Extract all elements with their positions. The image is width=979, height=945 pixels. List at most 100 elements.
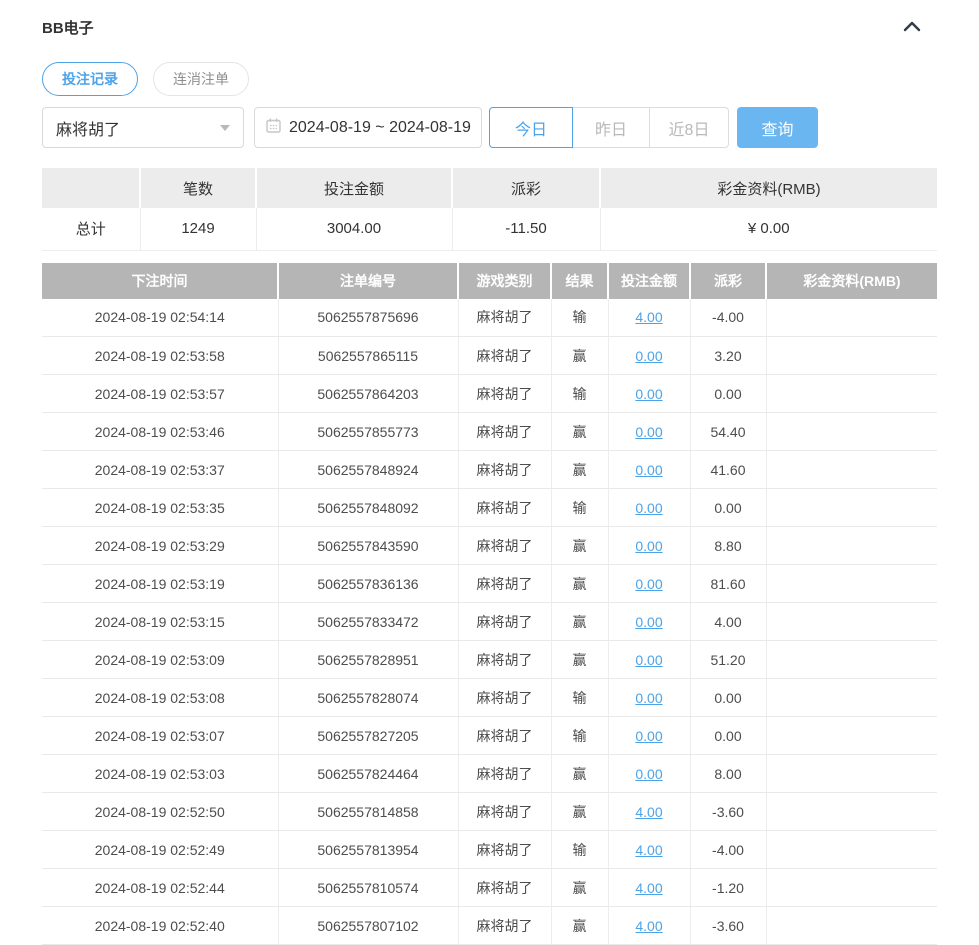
filter-bar: 麻将胡了 2024-08-19 ~ 2024-08-19 今日 昨日 近8日 查… [42,107,937,148]
cell-game-type: 麻将胡了 [458,831,551,869]
cell-game-type: 麻将胡了 [458,717,551,755]
cell-bet-time: 2024-08-19 02:53:08 [42,679,278,717]
cell-bet-time: 2024-08-19 02:53:03 [42,755,278,793]
cell-payout: 8.80 [690,527,766,565]
cell-bet-amount: 0.00 [608,565,690,603]
record-type-tabs: 投注记录 连消注单 [42,62,937,96]
cell-order-id: 5062557807102 [278,907,458,945]
cell-bonus [766,641,937,679]
table-row: 2024-08-19 02:53:15 5062557833472 麻将胡了 赢… [42,603,937,641]
summary-bet-amount-value: 3004.00 [256,208,452,250]
date-range-input[interactable]: 2024-08-19 ~ 2024-08-19 [254,107,482,148]
cell-payout: 8.00 [690,755,766,793]
cell-order-id: 5062557848092 [278,489,458,527]
cell-result: 赢 [551,451,608,489]
bet-table-header-row: 下注时间 注单编号 游戏类别 结果 投注金额 派彩 彩金资料(RMB) [42,263,937,299]
table-row: 2024-08-19 02:53:19 5062557836136 麻将胡了 赢… [42,565,937,603]
cell-game-type: 麻将胡了 [458,793,551,831]
bet-amount-link[interactable]: 0.00 [635,500,662,516]
table-row: 2024-08-19 02:53:35 5062557848092 麻将胡了 输… [42,489,937,527]
cell-bet-time: 2024-08-19 02:53:19 [42,565,278,603]
bet-amount-link[interactable]: 0.00 [635,576,662,592]
cell-bonus [766,717,937,755]
cell-bonus [766,299,937,337]
table-row: 2024-08-19 02:53:07 5062557827205 麻将胡了 输… [42,717,937,755]
bet-amount-link[interactable]: 4.00 [635,880,662,896]
cell-bonus [766,679,937,717]
cell-bonus [766,489,937,527]
cell-order-id: 5062557848924 [278,451,458,489]
cell-bet-amount: 0.00 [608,413,690,451]
cell-game-type: 麻将胡了 [458,299,551,337]
cell-bet-amount: 0.00 [608,603,690,641]
bet-amount-link[interactable]: 0.00 [635,652,662,668]
table-row: 2024-08-19 02:53:29 5062557843590 麻将胡了 赢… [42,527,937,565]
bet-amount-link[interactable]: 0.00 [635,386,662,402]
bet-amount-link[interactable]: 0.00 [635,348,662,364]
cell-payout: -1.20 [690,869,766,907]
cell-bet-amount: 0.00 [608,641,690,679]
bet-amount-link[interactable]: 0.00 [635,766,662,782]
cell-result: 输 [551,717,608,755]
bet-amount-link[interactable]: 0.00 [635,690,662,706]
bet-amount-link[interactable]: 4.00 [635,804,662,820]
cell-bonus [766,527,937,565]
cell-bet-amount: 0.00 [608,527,690,565]
cell-bet-time: 2024-08-19 02:52:49 [42,831,278,869]
cell-payout: 0.00 [690,489,766,527]
cell-order-id: 5062557828074 [278,679,458,717]
cell-payout: 0.00 [690,717,766,755]
cell-order-id: 5062557810574 [278,869,458,907]
cell-bet-time: 2024-08-19 02:52:50 [42,793,278,831]
cell-game-type: 麻将胡了 [458,603,551,641]
bet-amount-link[interactable]: 0.00 [635,462,662,478]
bet-amount-link[interactable]: 0.00 [635,538,662,554]
cell-payout: 54.40 [690,413,766,451]
collapse-panel-button[interactable] [899,14,925,40]
cell-bonus [766,603,937,641]
table-row: 2024-08-19 02:52:50 5062557814858 麻将胡了 赢… [42,793,937,831]
cell-payout: -3.60 [690,793,766,831]
cell-bet-amount: 4.00 [608,793,690,831]
cell-game-type: 麻将胡了 [458,337,551,375]
search-button[interactable]: 查询 [737,107,818,148]
cell-bonus [766,793,937,831]
last-8-days-button[interactable]: 近8日 [649,107,729,148]
cell-order-id: 5062557827205 [278,717,458,755]
cell-payout: 51.20 [690,641,766,679]
cell-bet-time: 2024-08-19 02:53:29 [42,527,278,565]
bet-amount-link[interactable]: 4.00 [635,309,662,325]
cell-result: 赢 [551,641,608,679]
cell-order-id: 5062557814858 [278,793,458,831]
cell-bonus [766,375,937,413]
tab-cancelled-orders[interactable]: 连消注单 [153,62,249,96]
today-button[interactable]: 今日 [489,107,573,148]
col-bonus: 彩金资料(RMB) [766,263,937,299]
table-row: 2024-08-19 02:53:09 5062557828951 麻将胡了 赢… [42,641,937,679]
cell-result: 赢 [551,793,608,831]
cell-game-type: 麻将胡了 [458,375,551,413]
bet-amount-link[interactable]: 4.00 [635,918,662,934]
cell-order-id: 5062557828951 [278,641,458,679]
date-range-value: 2024-08-19 ~ 2024-08-19 [289,119,471,137]
cell-bet-time: 2024-08-19 02:53:15 [42,603,278,641]
bet-amount-link[interactable]: 4.00 [635,842,662,858]
tab-bet-records[interactable]: 投注记录 [42,62,138,96]
bet-amount-link[interactable]: 0.00 [635,424,662,440]
col-payout: 派彩 [690,263,766,299]
cell-bonus [766,413,937,451]
game-select[interactable]: 麻将胡了 [42,107,244,148]
cell-payout: -3.60 [690,907,766,945]
cell-bet-time: 2024-08-19 02:53:07 [42,717,278,755]
cell-result: 赢 [551,337,608,375]
bet-amount-link[interactable]: 0.00 [635,614,662,630]
summary-payout-value: -11.50 [452,208,600,250]
summary-total-label: 总计 [42,208,140,250]
summary-col-count: 笔数 [140,168,256,208]
table-row: 2024-08-19 02:52:44 5062557810574 麻将胡了 赢… [42,869,937,907]
cell-bet-time: 2024-08-19 02:53:35 [42,489,278,527]
cell-bet-time: 2024-08-19 02:53:57 [42,375,278,413]
cell-result: 输 [551,299,608,337]
yesterday-button[interactable]: 昨日 [572,107,650,148]
bet-amount-link[interactable]: 0.00 [635,728,662,744]
